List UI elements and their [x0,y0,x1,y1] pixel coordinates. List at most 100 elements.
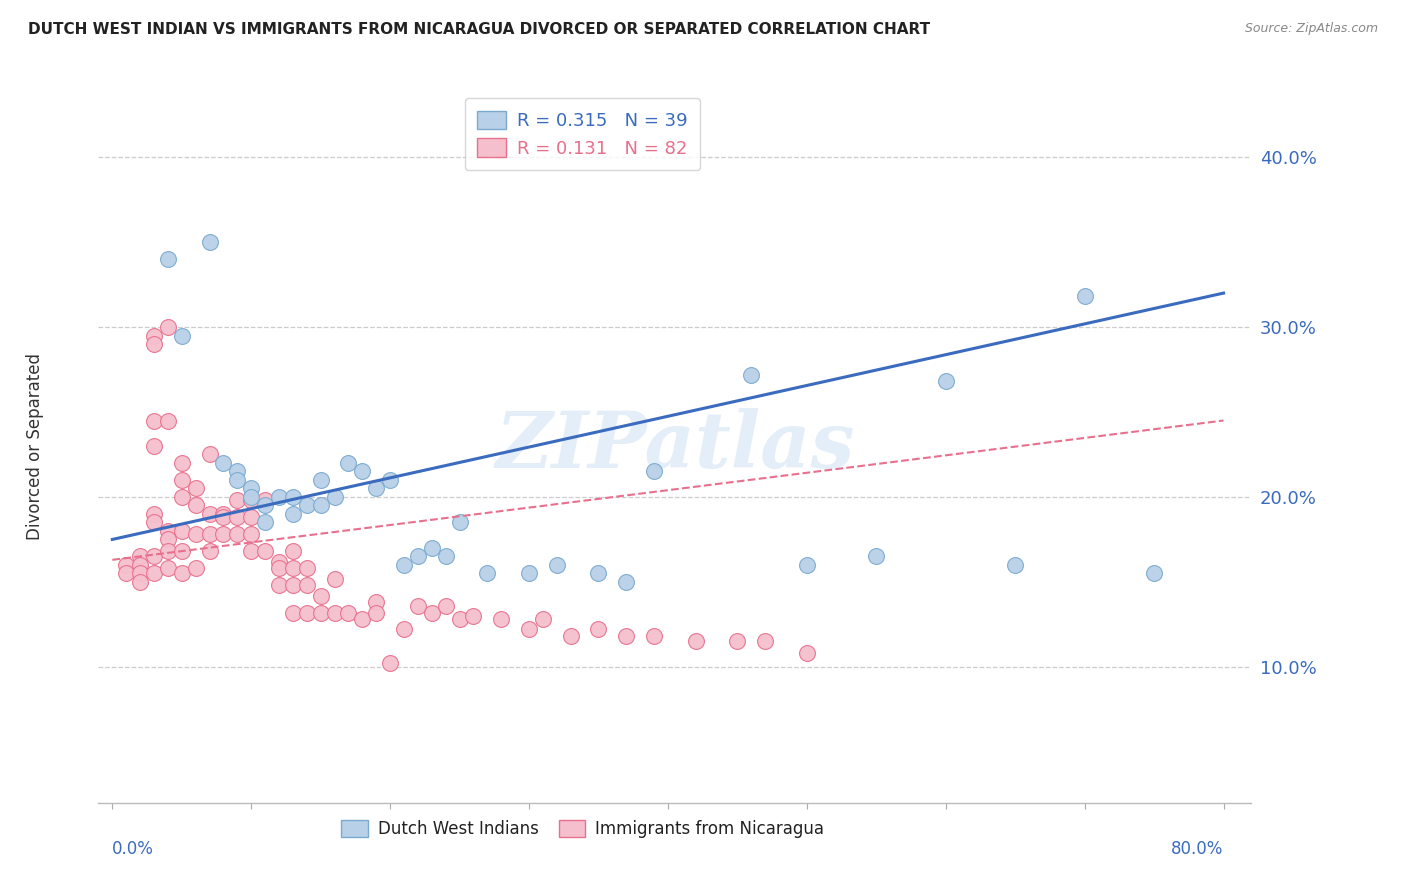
Point [212,507,235,521]
Point [337,606,360,620]
Point [143,549,166,564]
Point [281,606,304,620]
Point [935,375,957,389]
Point [323,490,346,504]
Point [392,623,415,637]
Point [143,566,166,581]
Point [323,572,346,586]
Point [281,490,304,504]
Point [156,524,179,538]
Point [240,490,263,504]
Point [1143,566,1166,581]
Point [129,549,152,564]
Text: 80.0%: 80.0% [1171,840,1223,858]
Point [156,413,179,427]
Point [477,566,499,581]
Point [143,507,166,521]
Point [614,629,637,643]
Point [309,606,332,620]
Point [129,558,152,572]
Point [295,606,318,620]
Point [184,499,207,513]
Point [295,499,318,513]
Point [254,516,277,530]
Point [366,482,388,496]
Point [643,465,665,479]
Point [281,507,304,521]
Point [517,566,540,581]
Point [226,473,249,487]
Point [754,634,776,648]
Point [309,589,332,603]
Point [406,549,429,564]
Point [1073,289,1095,303]
Point [281,544,304,558]
Point [156,533,179,547]
Point [240,493,263,508]
Point [406,599,429,613]
Point [323,606,346,620]
Point [170,566,193,581]
Point [643,629,665,643]
Point [434,549,457,564]
Point [267,555,290,569]
Point [295,561,318,575]
Text: Source: ZipAtlas.com: Source: ZipAtlas.com [1244,22,1378,36]
Point [156,544,179,558]
Point [198,235,221,249]
Point [434,599,457,613]
Point [240,527,263,541]
Point [115,558,138,572]
Point [352,612,374,626]
Point [796,646,818,660]
Legend: Dutch West Indians, Immigrants from Nicaragua: Dutch West Indians, Immigrants from Nica… [335,813,831,845]
Point [254,499,277,513]
Point [198,448,221,462]
Point [366,606,388,620]
Point [129,574,152,589]
Point [226,510,249,524]
Point [463,608,485,623]
Point [240,482,263,496]
Point [267,578,290,592]
Point [560,629,582,643]
Point [143,328,166,343]
Point [614,574,637,589]
Point [115,566,138,581]
Point [129,566,152,581]
Point [491,612,513,626]
Point [366,595,388,609]
Point [170,544,193,558]
Point [143,439,166,453]
Point [725,634,748,648]
Point [281,578,304,592]
Text: Divorced or Separated: Divorced or Separated [25,352,44,540]
Point [212,456,235,470]
Point [449,612,471,626]
Point [156,252,179,266]
Point [517,623,540,637]
Point [170,328,193,343]
Point [392,558,415,572]
Point [198,527,221,541]
Point [352,465,374,479]
Point [170,473,193,487]
Point [267,561,290,575]
Point [378,473,401,487]
Point [184,482,207,496]
Point [531,612,554,626]
Text: DUTCH WEST INDIAN VS IMMIGRANTS FROM NICARAGUA DIVORCED OR SEPARATED CORRELATION: DUTCH WEST INDIAN VS IMMIGRANTS FROM NIC… [28,22,931,37]
Point [184,561,207,575]
Point [170,490,193,504]
Point [212,527,235,541]
Point [184,527,207,541]
Point [143,337,166,351]
Point [226,527,249,541]
Point [420,541,443,555]
Point [156,320,179,334]
Text: ZIPatlas: ZIPatlas [495,408,855,484]
Point [309,473,332,487]
Point [170,524,193,538]
Point [588,623,610,637]
Point [309,499,332,513]
